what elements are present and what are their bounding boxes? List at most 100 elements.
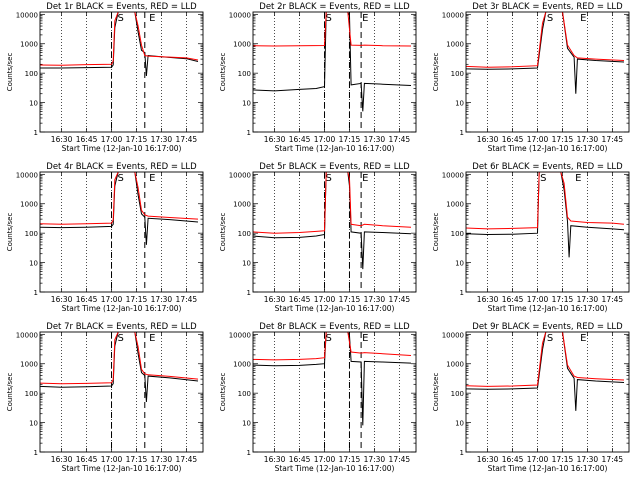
y-axis-label: Counts/sec — [219, 53, 227, 92]
series-line-events — [253, 12, 412, 112]
x-tick-label: 17:45 — [389, 295, 411, 304]
chart-panel-6: Det 6r BLACK = Events, RED = LLD 1 10 100 10… — [432, 162, 630, 313]
x-axis-label: Start Time (12-Jan-10 16:17:00) — [275, 144, 395, 153]
x-tick-label: 17:00 — [527, 455, 549, 464]
x-tick-label: 17:30 — [577, 135, 599, 144]
event-marker-label: S — [118, 333, 124, 344]
x-tick-label: 17:15 — [126, 135, 148, 144]
x-tick-label: 17:15 — [339, 295, 361, 304]
chart-title: Det 7r BLACK = Events, RED = LLD — [46, 322, 197, 332]
y-tick-label: 10000 — [229, 171, 251, 179]
y-tick-label: 10000 — [229, 331, 251, 339]
x-tick-label: 17:00 — [101, 455, 123, 464]
x-tick-label: 17:15 — [339, 135, 361, 144]
x-tick-label: 17:00 — [527, 295, 549, 304]
y-tick-label: 10 — [242, 420, 251, 428]
series-line-lld — [466, 172, 625, 230]
x-tick-label: 16:45 — [502, 455, 524, 464]
chart-title: Det 3r BLACK = Events, RED = LLD — [472, 2, 623, 12]
chart-title: Det 4r BLACK = Events, RED = LLD — [46, 162, 197, 172]
series-group — [466, 12, 625, 94]
y-tick-label: 1000 — [233, 201, 251, 209]
plot-frame — [465, 171, 630, 293]
y-tick-label: 10000 — [16, 331, 38, 339]
series-line-lld — [40, 12, 199, 66]
series-line-lld — [466, 12, 625, 68]
x-tick-label: 17:30 — [364, 295, 386, 304]
event-marker-label: E — [362, 333, 368, 344]
x-tick-label: 17:15 — [339, 455, 361, 464]
x-tick-label: 17:30 — [151, 455, 173, 464]
series-group — [253, 332, 412, 426]
chart-panel-8: Det 8r BLACK = Events, RED = LLD 1 10 100 10… — [219, 322, 417, 473]
event-marker-label: E — [149, 173, 155, 184]
x-tick-label: 17:45 — [602, 135, 624, 144]
x-axis-label: Start Time (12-Jan-10 16:17:00) — [488, 144, 608, 153]
series-line-lld — [466, 332, 625, 387]
x-tick-label: 16:45 — [289, 455, 311, 464]
x-tick-label: 17:30 — [364, 135, 386, 144]
y-tick-label: 1 — [460, 449, 464, 457]
y-tick-label: 1000 — [233, 361, 251, 369]
y-tick-label: 100 — [451, 230, 464, 238]
x-tick-label: 17:30 — [577, 295, 599, 304]
y-tick-label: 100 — [238, 70, 251, 78]
x-tick-label: 17:00 — [314, 455, 336, 464]
y-tick-label: 100 — [25, 230, 38, 238]
y-axis-label: Counts/sec — [219, 373, 227, 412]
x-tick-label: 17:45 — [602, 295, 624, 304]
plot-frame — [39, 11, 204, 133]
series-line-events — [40, 332, 199, 403]
series-line-events — [466, 12, 625, 94]
y-tick-label: 1000 — [20, 201, 38, 209]
plot-frame — [465, 331, 630, 453]
x-tick-label: 16:30 — [477, 295, 499, 304]
y-tick-label: 10000 — [16, 11, 38, 19]
y-axis-label: Counts/sec — [432, 373, 440, 412]
x-tick-label: 17:00 — [101, 135, 123, 144]
y-axis-label: Counts/sec — [219, 213, 227, 252]
series-group — [40, 332, 199, 403]
x-tick-label: 16:30 — [51, 455, 73, 464]
chart-panel-9: Det 9r BLACK = Events, RED = LLD 1 10 100 10… — [432, 322, 630, 473]
event-marker-label: S — [118, 13, 124, 24]
x-axis-label: Start Time (12-Jan-10 16:17:00) — [62, 464, 182, 473]
x-tick-label: 17:45 — [389, 455, 411, 464]
x-tick-label: 17:00 — [314, 295, 336, 304]
y-tick-label: 1000 — [20, 41, 38, 49]
y-tick-label: 10 — [29, 260, 38, 268]
y-tick-label: 1 — [34, 289, 38, 297]
x-tick-label: 17:00 — [527, 135, 549, 144]
x-tick-label: 16:30 — [51, 135, 73, 144]
y-tick-label: 1 — [247, 129, 251, 137]
series-line-lld — [40, 172, 199, 225]
x-tick-label: 16:45 — [289, 135, 311, 144]
event-marker-label: S — [326, 333, 332, 344]
x-tick-label: 16:30 — [51, 295, 73, 304]
y-tick-label: 100 — [25, 70, 38, 78]
chart-title: Det 9r BLACK = Events, RED = LLD — [472, 322, 623, 332]
chart-panel-2: Det 2r BLACK = Events, RED = LLD 1 10 100 10… — [219, 2, 417, 153]
y-axis-label: Counts/sec — [6, 213, 14, 252]
y-tick-label: 10 — [455, 260, 464, 268]
event-marker-label: S — [540, 173, 546, 184]
y-tick-label: 1 — [460, 129, 464, 137]
series-group — [466, 332, 625, 411]
event-marker-label: E — [580, 333, 586, 344]
series-group — [40, 12, 199, 77]
x-tick-label: 17:45 — [389, 135, 411, 144]
series-line-events — [253, 172, 412, 270]
plot-frame — [465, 11, 630, 133]
y-tick-label: 1000 — [20, 361, 38, 369]
y-tick-label: 10 — [455, 420, 464, 428]
x-tick-label: 16:45 — [502, 295, 524, 304]
x-tick-label: 16:30 — [264, 295, 286, 304]
y-tick-label: 10 — [242, 260, 251, 268]
y-tick-label: 1000 — [446, 361, 464, 369]
x-axis-label: Start Time (12-Jan-10 16:17:00) — [275, 304, 395, 313]
x-tick-label: 16:45 — [76, 455, 98, 464]
event-marker-label: E — [575, 173, 581, 184]
event-marker-label: S — [547, 13, 553, 24]
y-tick-label: 1000 — [233, 41, 251, 49]
